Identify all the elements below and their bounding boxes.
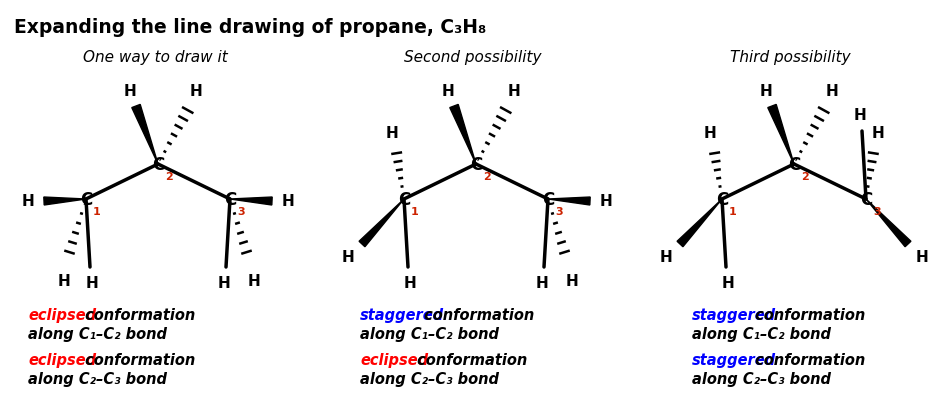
Text: H: H [218, 276, 231, 291]
Text: H: H [871, 126, 885, 141]
Polygon shape [131, 105, 158, 164]
Text: along C₂–C₃ bond: along C₂–C₃ bond [28, 371, 167, 386]
Text: C: C [860, 190, 872, 209]
Polygon shape [768, 105, 794, 164]
Text: H: H [124, 83, 136, 98]
Text: 3: 3 [237, 207, 245, 216]
Text: C: C [152, 156, 164, 174]
Text: H: H [386, 126, 398, 141]
Text: H: H [404, 276, 416, 291]
Text: H: H [342, 250, 355, 265]
Polygon shape [677, 200, 722, 247]
Polygon shape [548, 198, 590, 205]
Text: conformation: conformation [412, 352, 527, 367]
Text: staggered: staggered [360, 307, 444, 322]
Text: H: H [442, 83, 454, 98]
Text: C: C [542, 190, 554, 209]
Text: 1: 1 [411, 207, 419, 216]
Text: staggered: staggered [692, 352, 776, 367]
Text: conformation: conformation [750, 307, 866, 322]
Text: C: C [79, 190, 92, 209]
Text: H: H [535, 276, 549, 291]
Text: H: H [282, 194, 294, 209]
Text: Expanding the line drawing of propane, C₃H₈: Expanding the line drawing of propane, C… [14, 18, 486, 37]
Text: Second possibility: Second possibility [404, 50, 542, 65]
Text: H: H [22, 194, 34, 209]
Polygon shape [449, 105, 476, 164]
Text: conformation: conformation [80, 352, 195, 367]
Text: H: H [659, 250, 673, 265]
Text: along C₂–C₃ bond: along C₂–C₃ bond [692, 371, 831, 386]
Text: H: H [600, 194, 612, 209]
Text: C: C [224, 190, 236, 209]
Text: eclipsed: eclipsed [360, 352, 429, 367]
Text: H: H [566, 274, 578, 289]
Text: H: H [722, 276, 734, 291]
Text: H: H [58, 274, 70, 289]
Text: along C₁–C₂ bond: along C₁–C₂ bond [692, 326, 831, 341]
Text: C: C [716, 190, 728, 209]
Text: H: H [853, 108, 867, 123]
Polygon shape [359, 200, 404, 247]
Text: One way to draw it: One way to draw it [82, 50, 227, 65]
Text: H: H [826, 83, 838, 98]
Text: along C₁–C₂ bond: along C₁–C₂ bond [360, 326, 499, 341]
Text: eclipsed: eclipsed [28, 352, 96, 367]
Text: H: H [704, 126, 716, 141]
Text: 1: 1 [729, 207, 737, 216]
Polygon shape [44, 198, 86, 205]
Text: 2: 2 [165, 172, 173, 181]
Text: H: H [248, 274, 260, 289]
Text: along C₂–C₃ bond: along C₂–C₃ bond [360, 371, 499, 386]
Text: H: H [760, 83, 772, 98]
Text: 2: 2 [801, 172, 809, 181]
Text: C: C [788, 156, 800, 174]
Text: H: H [508, 83, 520, 98]
Text: conformation: conformation [80, 307, 195, 322]
Text: 3: 3 [873, 207, 881, 216]
Text: conformation: conformation [750, 352, 866, 367]
Text: H: H [916, 250, 928, 265]
Text: Third possibility: Third possibility [729, 50, 850, 65]
Text: H: H [189, 83, 202, 98]
Polygon shape [866, 200, 911, 247]
Text: conformation: conformation [418, 307, 534, 322]
Text: 2: 2 [483, 172, 491, 181]
Polygon shape [230, 198, 272, 205]
Text: C: C [398, 190, 411, 209]
Text: along C₁–C₂ bond: along C₁–C₂ bond [28, 326, 167, 341]
Text: H: H [86, 276, 98, 291]
Text: C: C [470, 156, 482, 174]
Text: staggered: staggered [692, 307, 776, 322]
Text: 3: 3 [555, 207, 563, 216]
Text: eclipsed: eclipsed [28, 307, 96, 322]
Text: 1: 1 [93, 207, 101, 216]
